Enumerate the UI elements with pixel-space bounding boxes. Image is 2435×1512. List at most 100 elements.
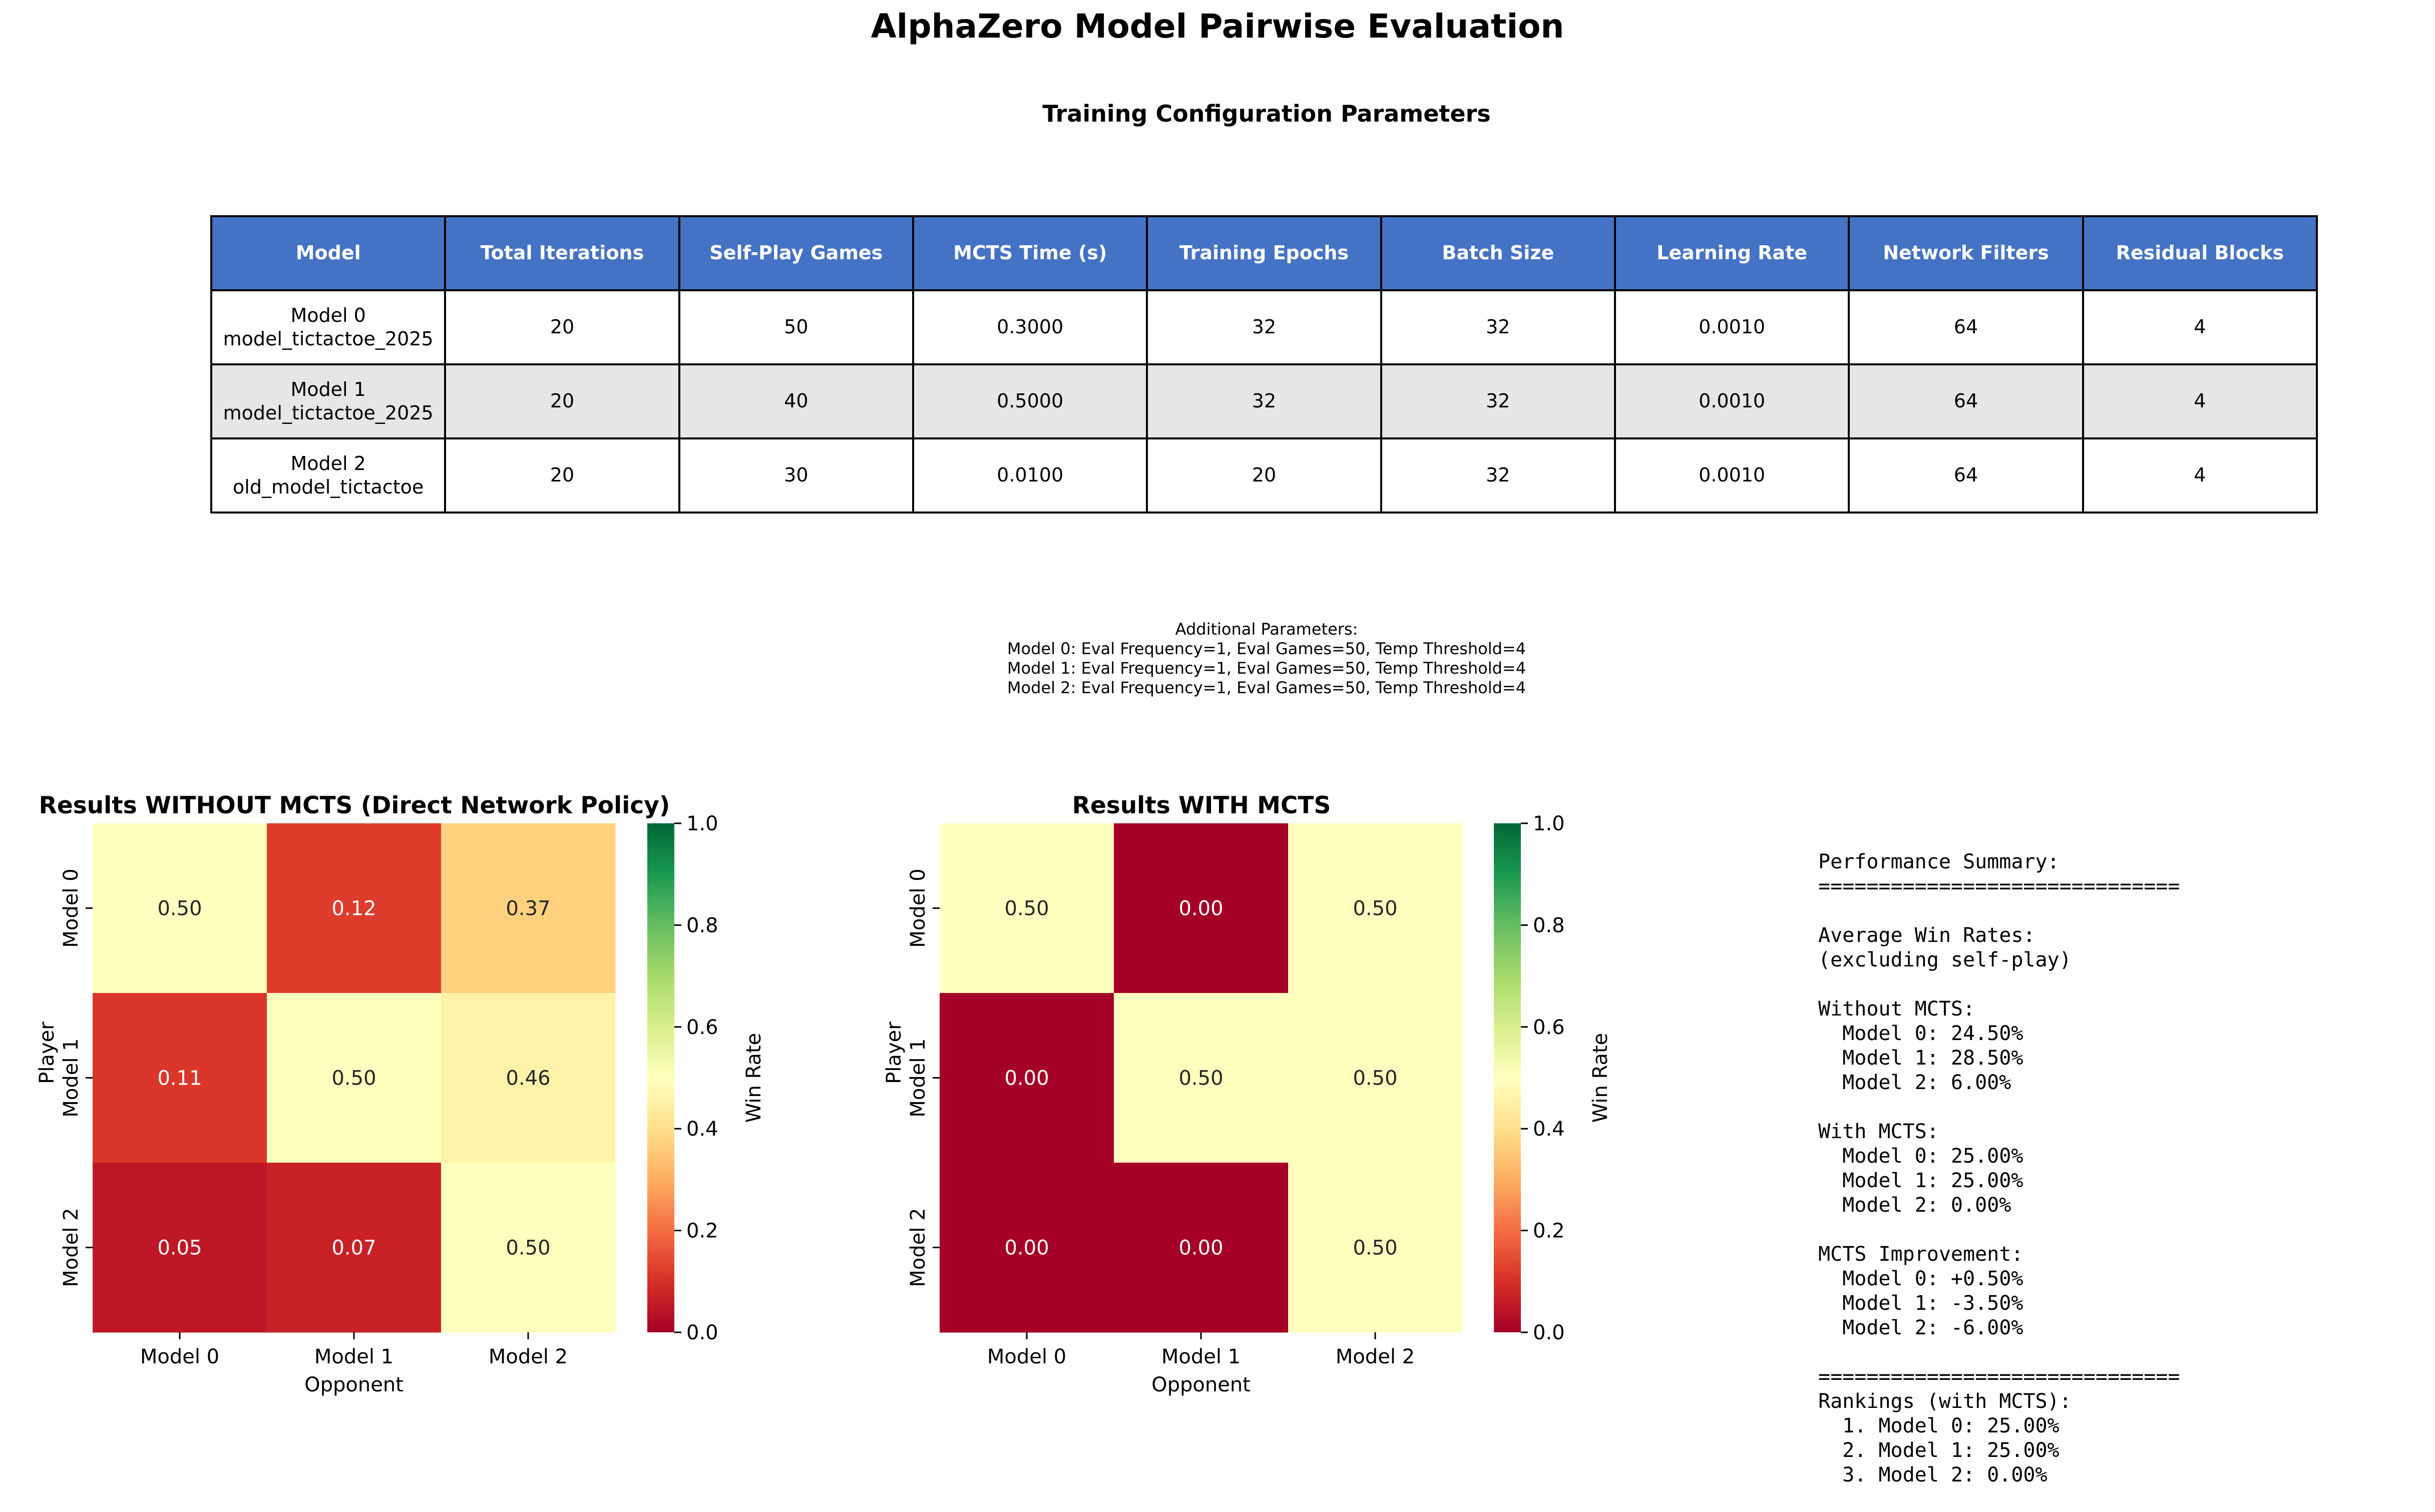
additional-parameters: Additional Parameters: Model 0: Eval Fre… (0, 620, 2435, 698)
y-tick-label: Model 2 (60, 1208, 83, 1287)
summary-line: Model 1: 28.50% (1818, 1047, 2023, 1070)
cell-value-label: 0.50 (1353, 1067, 1397, 1090)
colorbar-tick-label: 0.4 (686, 1118, 718, 1141)
summary-line: Model 1: 25.00% (1818, 1169, 2023, 1192)
summary-line: Model 1: -3.50% (1818, 1292, 2023, 1315)
header-cell: Model (210, 215, 447, 291)
table-cell: Model 2 old_model_tictactoe (210, 437, 447, 514)
heatmap-cell (1288, 823, 1463, 993)
additional-param-line: Additional Parameters: (1175, 620, 1358, 639)
table-cell: 0.0100 (912, 437, 1148, 514)
summary-line: 1. Model 0: 25.00% (1818, 1414, 2060, 1437)
colorbar-tick-label: 0.8 (686, 914, 718, 937)
table-cell: 0.0010 (1613, 363, 1850, 439)
heatmap-cell (441, 1163, 616, 1333)
colorbar (1494, 823, 1521, 1332)
summary-line: Model 2: 6.00% (1818, 1071, 2011, 1094)
table-row: Model 2 old_model_tictactoe 20 30 0.0100 … (210, 437, 2318, 514)
summary-line (1818, 972, 2180, 997)
table-cell: 4 (2082, 363, 2318, 439)
heatmap-cell (93, 823, 267, 993)
summary-line: 3. Model 2: 0.00% (1818, 1463, 2048, 1486)
colorbar-label: Win Rate (742, 1033, 765, 1123)
colorbar-label: Win Rate (1589, 1033, 1612, 1123)
table-cell: 32 (1380, 437, 1616, 514)
heatmap-cell (1114, 993, 1289, 1163)
summary-line: Average Win Rates: (1818, 924, 2036, 947)
table-cell: 32 (1380, 363, 1616, 439)
table-cell: 0.3000 (912, 289, 1148, 365)
summary-line: 2. Model 1: 25.00% (1818, 1439, 2060, 1462)
colorbar-tick-label: 1.0 (686, 812, 718, 835)
y-tick-label: Model 1 (60, 1038, 83, 1117)
cell-value-label: 0.11 (157, 1067, 202, 1090)
heatmap-cell (441, 823, 616, 993)
colorbar-tick-label: 0.4 (1533, 1118, 1565, 1141)
colorbar-tick-label: 0.0 (686, 1321, 718, 1344)
heatmap-cell (267, 993, 442, 1163)
heatmap-cell (93, 993, 267, 1163)
table-row: Model 1 model_tictactoe_2025 20 40 0.5000… (210, 363, 2318, 439)
table-cell: 40 (678, 363, 914, 439)
summary-line: Without MCTS: (1818, 997, 1975, 1021)
colorbar (647, 823, 674, 1332)
header-cell: Training Epochs (1146, 215, 1382, 291)
table-cell: 50 (678, 289, 914, 365)
heatmap-cell (1288, 1163, 1463, 1333)
table-row: Model 0 model_tictactoe_2025 20 50 0.3000… (210, 289, 2318, 365)
heatmap-cell (1288, 993, 1463, 1163)
table-cell: 30 (678, 437, 914, 514)
heatmap-cell (441, 993, 616, 1163)
figure-title: AlphaZero Model Pairwise Evaluation (871, 7, 1564, 46)
summary-line: MCTS Improvement: (1818, 1243, 2023, 1266)
heatmap-title: Results WITHOUT MCTS (Direct Network Pol… (39, 792, 670, 819)
header-cell: Learning Rate (1613, 215, 1850, 291)
training-config-table: Model Total Iterations Self-Play Games M… (210, 215, 2318, 514)
cell-value-label: 0.50 (157, 897, 202, 920)
table-cell: 0.0010 (1613, 289, 1850, 365)
summary-line: Rankings (with MCTS): (1818, 1390, 2072, 1413)
heatmap-cell (940, 1163, 1114, 1333)
summary-line: Model 0: 24.50% (1818, 1022, 2023, 1045)
x-tick-label: Model 0 (140, 1345, 219, 1368)
cell-value-label: 0.12 (331, 897, 376, 920)
table-cell: 64 (1848, 363, 2084, 439)
table-cell: 32 (1380, 289, 1616, 365)
y-tick-label: Model 1 (907, 1038, 930, 1117)
cell-value-label: 0.50 (506, 1237, 550, 1260)
table-cell: 0.0010 (1613, 437, 1850, 514)
cell-value-label: 0.50 (1353, 1237, 1397, 1260)
colorbar-tick-label: 0.0 (1533, 1321, 1565, 1344)
table-cell: Model 0 model_tictactoe_2025 (210, 289, 447, 365)
summary-line (1818, 899, 2180, 923)
summary-line: ============================== (1818, 875, 2180, 898)
additional-param-line: Model 0: Eval Frequency=1, Eval Games=50… (1007, 639, 1526, 658)
cell-value-label: 0.00 (1178, 1237, 1223, 1260)
x-tick-label: Model 2 (1336, 1345, 1415, 1368)
table-cell: 0.5000 (912, 363, 1148, 439)
table-cell: 64 (1848, 437, 2084, 514)
y-axis-label: Player (36, 1022, 59, 1084)
y-tick-label: Model 0 (907, 868, 930, 947)
cell-value-label: 0.00 (1004, 1067, 1049, 1090)
cell-value-label: 0.50 (331, 1067, 376, 1090)
table-title: Training Configuration Parameters (1042, 100, 1491, 127)
colorbar-tick-label: 0.6 (1533, 1016, 1565, 1039)
table-cell: 4 (2082, 437, 2318, 514)
table-header-row: Model Total Iterations Self-Play Games M… (210, 215, 2318, 291)
heatmap-cell (93, 1163, 267, 1333)
colorbar-tick-label: 0.6 (686, 1016, 718, 1039)
x-tick-label: Model 2 (489, 1345, 568, 1368)
y-tick-label: Model 2 (907, 1208, 930, 1287)
summary-line: Model 2: -6.00% (1818, 1316, 2023, 1339)
summary-line: Performance Summary: (1818, 850, 2060, 873)
cell-value-label: 0.37 (506, 897, 550, 920)
table-cell: 20 (444, 289, 680, 365)
table-cell: 20 (444, 363, 680, 439)
header-cell: Network Filters (1848, 215, 2084, 291)
cell-value-label: 0.05 (157, 1237, 202, 1260)
x-tick-label: Model 1 (1161, 1345, 1241, 1368)
heatmap-cell (940, 993, 1114, 1163)
summary-line: Model 0: +0.50% (1818, 1267, 2023, 1290)
